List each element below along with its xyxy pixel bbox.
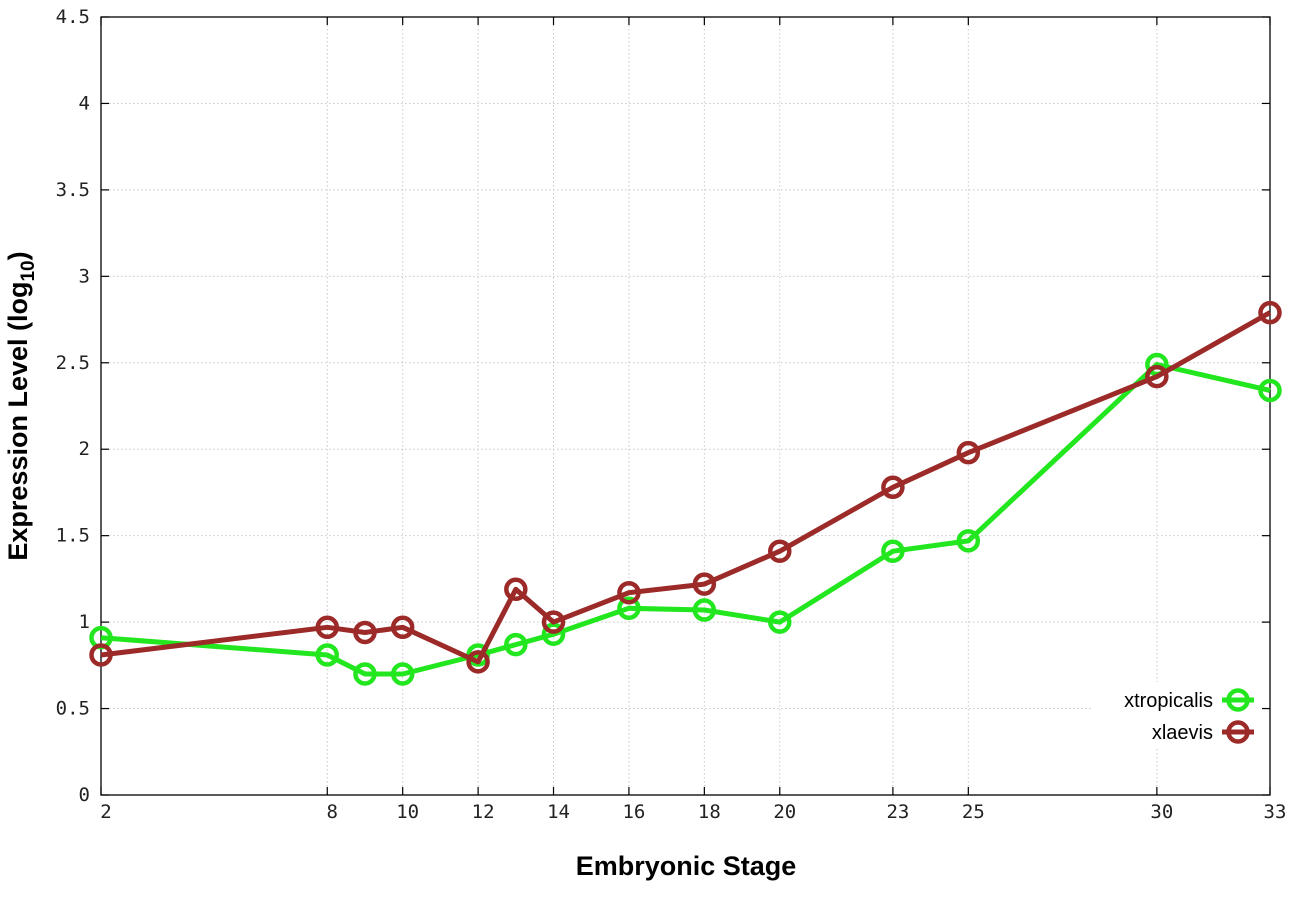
y-tick-label: 0.5 (56, 698, 90, 720)
data-point-xlaevis (692, 572, 717, 596)
data-point-xtropicalis (768, 610, 792, 634)
x-tick-label: 33 (1264, 801, 1287, 823)
data-point-xlaevis (89, 643, 113, 667)
data-point-xlaevis (466, 650, 490, 674)
y-axis-title-main: Expression Level (log (3, 282, 33, 561)
data-point-xtropicalis (617, 596, 641, 621)
y-tick-label: 4.5 (56, 6, 90, 28)
x-axis-title: Embryonic Stage (576, 851, 797, 881)
legend-swatch-marker-xtropicalis (1226, 688, 1250, 712)
x-tick-label: 23 (886, 801, 909, 823)
y-axis-ticks: 0 0.5 1 1.5 2 2.5 3 3.5 4 4.5 (56, 6, 1270, 806)
y-tick-label: 1.5 (56, 525, 90, 547)
data-point-xlaevis (1258, 300, 1282, 325)
x-tick-label: 18 (698, 801, 721, 823)
legend-label-xlaevis: xlaevis (1152, 722, 1213, 744)
data-point-xtropicalis (315, 643, 340, 667)
data-point-xlaevis (541, 610, 566, 634)
data-point-xlaevis (504, 577, 528, 602)
data-point-xtropicalis (1258, 378, 1282, 403)
series-xtropicalis (89, 352, 1282, 686)
data-point-xlaevis (390, 615, 415, 640)
data-point-xlaevis (881, 475, 905, 500)
legend-label-xtropicalis: xtropicalis (1124, 690, 1213, 712)
data-point-xtropicalis (390, 662, 415, 686)
y-axis-title: Expression Level (log10) (3, 251, 39, 560)
data-point-xtropicalis (692, 598, 717, 622)
x-tick-label: 10 (396, 801, 419, 823)
y-tick-label: 1 (79, 611, 90, 633)
x-tick-label: 16 (622, 801, 645, 823)
series-xlaevis (89, 300, 1282, 674)
data-point-xtropicalis (353, 662, 377, 686)
y-tick-label: 3 (79, 265, 90, 287)
y-tick-label: 0 (79, 784, 90, 806)
x-axis-ticks: 2 8 10 12 14 16 18 20 23 25 30 33 (100, 17, 1286, 823)
y-axis-title-subscript: 10 (18, 260, 39, 281)
y-tick-label: 2.5 (56, 352, 90, 374)
series-line-xlaevis (100, 310, 1272, 665)
data-point-xlaevis (617, 580, 641, 605)
data-point-xlaevis (353, 620, 377, 645)
data-point-xlaevis (956, 440, 981, 465)
y-tick-label: 2 (79, 438, 90, 460)
data-point-xtropicalis (504, 632, 528, 657)
y-tick-label: 3.5 (56, 179, 90, 201)
data-point-xlaevis (768, 539, 792, 563)
data-point-xlaevis (315, 615, 340, 640)
x-tick-label: 8 (327, 801, 338, 823)
y-axis-title-close: ) (3, 251, 33, 260)
x-tick-label: 2 (100, 801, 111, 823)
x-tick-label: 12 (472, 801, 495, 823)
x-tick-label: 14 (547, 801, 570, 823)
x-tick-label: 30 (1150, 801, 1173, 823)
series-layer (89, 300, 1282, 686)
legend-swatch-marker-xlaevis (1226, 720, 1250, 744)
grid-lines (101, 17, 1270, 795)
x-tick-label: 25 (962, 801, 985, 823)
legend: xtropicalis xlaevis (1092, 682, 1262, 748)
x-tick-label: 20 (773, 801, 796, 823)
series-line-xtropicalis (100, 362, 1271, 677)
data-point-xlaevis (1145, 364, 1169, 389)
data-point-xtropicalis (881, 539, 905, 563)
y-tick-label: 4 (79, 92, 90, 114)
data-point-xtropicalis (541, 622, 566, 646)
plot-frame (100, 16, 1271, 796)
data-point-xtropicalis (956, 529, 981, 553)
